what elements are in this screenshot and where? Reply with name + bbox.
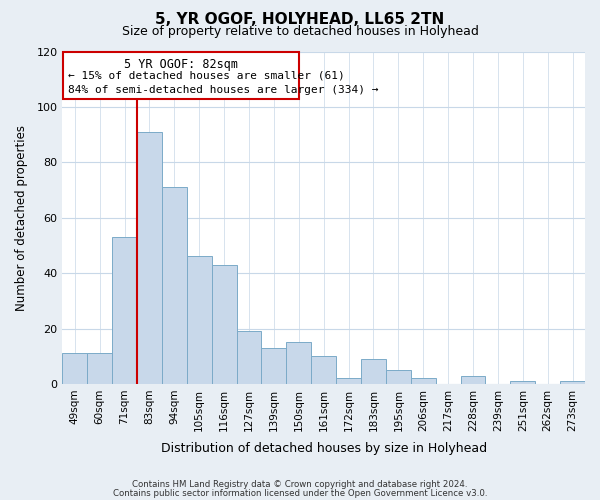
- Bar: [87, 354, 112, 384]
- Bar: [62, 354, 87, 384]
- Bar: [361, 359, 386, 384]
- X-axis label: Distribution of detached houses by size in Holyhead: Distribution of detached houses by size …: [161, 442, 487, 455]
- Bar: [262, 348, 286, 384]
- Bar: [311, 356, 336, 384]
- Bar: [212, 265, 236, 384]
- Bar: [236, 332, 262, 384]
- Bar: [411, 378, 436, 384]
- Bar: [461, 376, 485, 384]
- Text: Contains public sector information licensed under the Open Government Licence v3: Contains public sector information licen…: [113, 488, 487, 498]
- Bar: [286, 342, 311, 384]
- Y-axis label: Number of detached properties: Number of detached properties: [15, 124, 28, 310]
- Text: 84% of semi-detached houses are larger (334) →: 84% of semi-detached houses are larger (…: [68, 84, 378, 94]
- Bar: [187, 256, 212, 384]
- Text: ← 15% of detached houses are smaller (61): ← 15% of detached houses are smaller (61…: [68, 71, 344, 81]
- Text: Contains HM Land Registry data © Crown copyright and database right 2024.: Contains HM Land Registry data © Crown c…: [132, 480, 468, 489]
- Bar: [112, 237, 137, 384]
- Text: 5, YR OGOF, HOLYHEAD, LL65 2TN: 5, YR OGOF, HOLYHEAD, LL65 2TN: [155, 12, 445, 28]
- Text: Size of property relative to detached houses in Holyhead: Size of property relative to detached ho…: [122, 25, 478, 38]
- Text: 5 YR OGOF: 82sqm: 5 YR OGOF: 82sqm: [124, 58, 238, 71]
- Bar: [386, 370, 411, 384]
- Bar: [560, 381, 585, 384]
- FancyBboxPatch shape: [63, 52, 299, 98]
- Bar: [511, 381, 535, 384]
- Bar: [336, 378, 361, 384]
- Bar: [162, 187, 187, 384]
- Bar: [137, 132, 162, 384]
